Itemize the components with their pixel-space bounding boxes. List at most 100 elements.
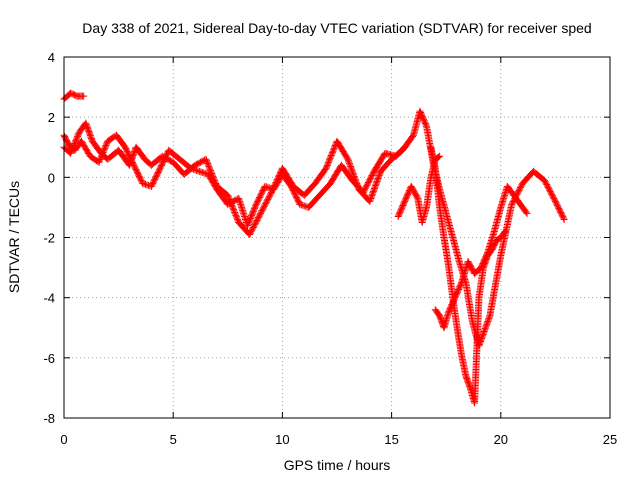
data-point-marker: [322, 164, 330, 172]
data-point-marker: [366, 197, 374, 205]
data-point-marker: [436, 152, 444, 160]
data-point-marker: [297, 201, 305, 209]
data-point-marker: [142, 180, 150, 188]
data-point-marker: [373, 177, 381, 185]
data-point-marker: [229, 204, 237, 212]
data-point-marker: [233, 214, 241, 222]
data-point-marker: [485, 313, 493, 321]
data-point-marker: [559, 214, 567, 222]
data-point-marker: [422, 121, 430, 129]
data-point-marker: [299, 201, 307, 209]
data-point-marker: [329, 147, 337, 155]
data-point-marker: [296, 200, 304, 208]
data-point-marker: [401, 143, 409, 151]
data-point-marker: [324, 159, 332, 167]
data-point-marker: [522, 208, 530, 216]
y-tick-label: 4: [48, 50, 55, 65]
data-point-marker: [370, 186, 378, 194]
y-tick-label: -6: [43, 351, 55, 366]
data-point-marker: [370, 185, 378, 193]
data-point-marker: [224, 193, 232, 201]
data-point-marker: [369, 189, 377, 197]
data-point-marker: [187, 164, 195, 172]
data-point-marker: [230, 207, 238, 215]
data-point-marker: [482, 322, 490, 330]
data-point-marker: [349, 168, 357, 176]
data-point-marker: [481, 326, 489, 334]
data-point-marker: [482, 323, 490, 331]
data-point-marker: [228, 203, 236, 211]
data-point-marker: [348, 167, 356, 175]
data-point-marker: [190, 165, 198, 173]
data-point-marker: [347, 162, 355, 170]
data-point-marker: [376, 170, 384, 178]
data-point-marker: [80, 92, 88, 100]
series-track-d: [394, 152, 444, 226]
data-point-marker: [231, 210, 239, 218]
data-point-marker: [330, 146, 338, 154]
data-point-marker: [232, 211, 240, 219]
data-point-marker: [203, 158, 211, 166]
data-point-marker: [347, 164, 355, 172]
data-point-marker: [346, 161, 354, 169]
x-tick-label: 0: [60, 432, 67, 447]
data-point-marker: [328, 150, 336, 158]
data-point-marker: [483, 320, 491, 328]
series-track-b: [60, 131, 409, 229]
chart-title: Day 338 of 2021, Sidereal Day-to-day VTE…: [82, 20, 591, 36]
data-point-marker: [188, 165, 196, 173]
series-track-f: [431, 182, 531, 332]
data-points: [60, 89, 568, 407]
data-point-marker: [484, 317, 492, 325]
data-point-marker: [230, 206, 238, 214]
y-tick-label: 0: [48, 170, 55, 185]
y-tick-label: -8: [43, 411, 55, 426]
data-point-marker: [139, 179, 147, 187]
data-point-marker: [344, 157, 352, 165]
data-point-marker: [197, 168, 205, 176]
data-point-marker: [195, 167, 203, 175]
data-point-marker: [224, 191, 232, 199]
data-point-marker: [371, 182, 379, 190]
data-point-marker: [327, 153, 335, 161]
data-point-marker: [374, 176, 382, 184]
y-tick-label: -4: [43, 291, 55, 306]
data-point-marker: [373, 179, 381, 187]
data-point-marker: [484, 316, 492, 324]
data-point-marker: [198, 168, 206, 176]
data-point-marker: [371, 183, 379, 191]
data-point-marker: [374, 174, 382, 182]
data-point-marker: [435, 153, 443, 161]
data-point-marker: [372, 180, 380, 188]
data-point-marker: [191, 166, 199, 174]
data-point-marker: [523, 209, 531, 217]
data-point-marker: [485, 315, 493, 323]
data-point-marker: [204, 160, 212, 168]
x-tick-label: 20: [494, 432, 508, 447]
data-point-marker: [331, 143, 339, 151]
data-point-marker: [500, 229, 508, 237]
data-point-marker: [232, 213, 240, 221]
data-point-marker: [375, 173, 383, 181]
data-point-marker: [367, 195, 375, 203]
data-point-marker: [345, 158, 353, 166]
data-point-marker: [261, 182, 269, 190]
data-point-marker: [368, 192, 376, 200]
data-point-marker: [202, 155, 210, 163]
data-point-marker: [324, 160, 332, 168]
data-point-marker: [457, 280, 465, 288]
data-point-marker: [327, 151, 335, 159]
data-point-marker: [207, 167, 215, 175]
data-point-marker: [200, 169, 208, 177]
data-point-marker: [481, 325, 489, 333]
data-point-marker: [369, 187, 377, 195]
data-point-marker: [400, 144, 408, 152]
data-point-marker: [325, 157, 333, 165]
data-point-marker: [323, 161, 331, 169]
data-point-marker: [206, 165, 214, 173]
data-point-marker: [231, 208, 239, 216]
data-point-marker: [330, 144, 338, 152]
x-axis-label: GPS time / hours: [284, 457, 391, 473]
data-point-marker: [367, 193, 375, 201]
data-point-marker: [194, 167, 202, 175]
